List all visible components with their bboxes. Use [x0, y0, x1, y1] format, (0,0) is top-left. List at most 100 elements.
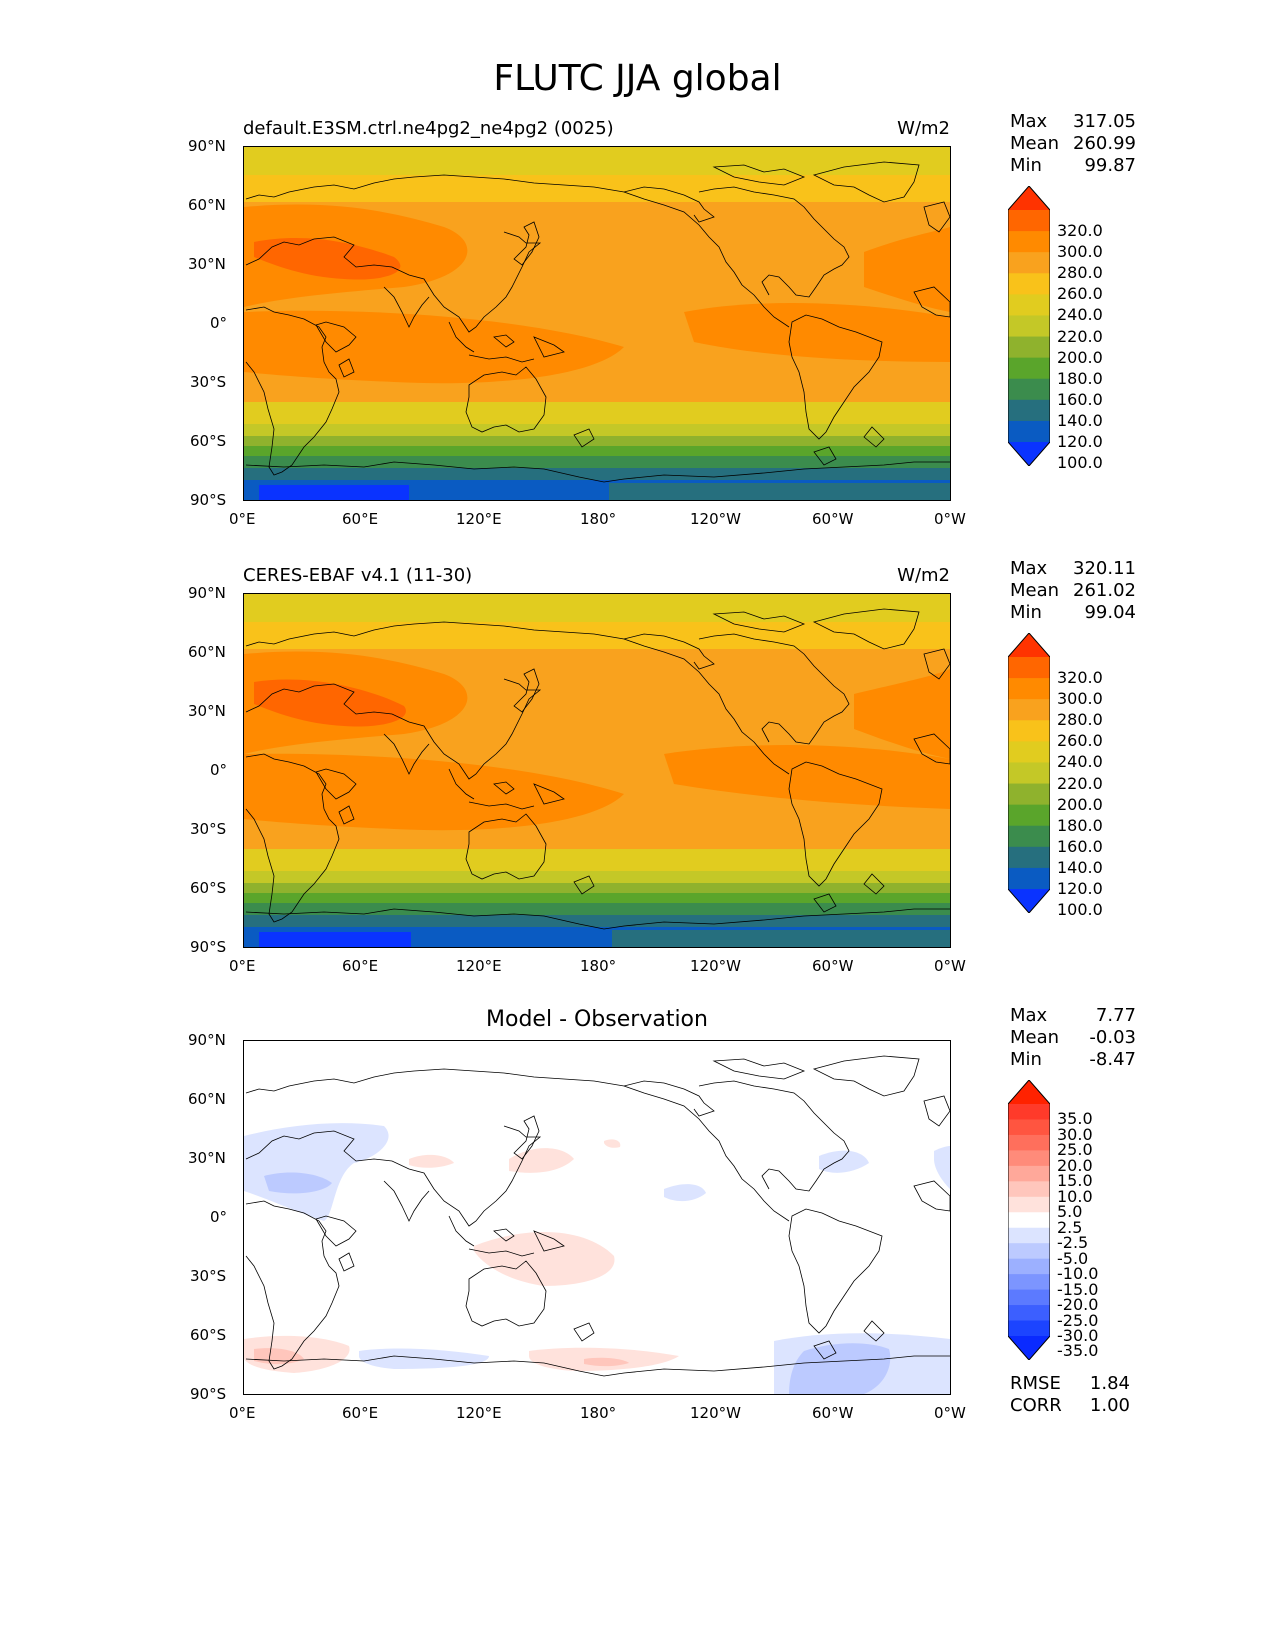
lon-label: 0°W: [934, 957, 966, 975]
lat-label: 30°N: [188, 1149, 226, 1167]
colorbar-tick-label: 100.0: [1057, 900, 1103, 920]
colorbar-band: [1008, 1227, 1050, 1244]
colorbar-band: [1008, 1119, 1050, 1136]
colorbar-tick-label: 140.0: [1057, 857, 1103, 877]
lon-label: 120°W: [690, 510, 741, 528]
colorbar-band: [1008, 804, 1050, 827]
colorbar-tick-label: -35.0: [1057, 1341, 1099, 1361]
lon-label: 0°E: [229, 957, 256, 975]
lon-label: 180°: [580, 510, 617, 528]
panel3-stats: Max 7.77 Mean -0.03 Min -8.47: [1010, 1005, 1136, 1071]
colorbar-band: [1008, 357, 1050, 380]
colorbar-band: [1008, 1134, 1050, 1151]
lat-label: 60°S: [190, 1326, 227, 1344]
stat-label: Min: [1010, 602, 1042, 623]
colorbar-tick-label: 300.0: [1057, 242, 1103, 262]
stat-label: Mean: [1010, 580, 1060, 601]
stat-value: 320.11: [1073, 558, 1136, 579]
colorbar-band: [1008, 1258, 1050, 1275]
panel3-title: Model - Observation: [486, 1007, 708, 1032]
colorbar-extend-min: [1008, 1336, 1050, 1360]
colorbar-tick-label: 180.0: [1057, 815, 1103, 835]
stat-value: 99.04: [1084, 602, 1136, 623]
panel2-units: W/m2: [897, 565, 950, 586]
colorbar-tick-label: 260.0: [1057, 284, 1103, 304]
lat-label: 0°: [210, 314, 228, 332]
colorbar-tick-label: 120.0: [1057, 879, 1103, 898]
colorbar-tick-label: 20.0: [1057, 1155, 1093, 1175]
lon-label: 120°W: [690, 1404, 741, 1422]
colorbar-tick-label: 220.0: [1057, 326, 1103, 346]
panel1-units: W/m2: [897, 118, 950, 139]
colorbar-tick-label: 120.0: [1057, 432, 1103, 451]
colorbar-band: [1008, 1212, 1050, 1229]
colorbar-extend-max: [1008, 633, 1050, 657]
stat-value: 260.99: [1073, 133, 1136, 154]
colorbar-tick-label: 200.0: [1057, 347, 1103, 367]
lon-label: 0°W: [934, 510, 966, 528]
colorbar-tick-label: -25.0: [1057, 1310, 1099, 1330]
lon-label: 60°W: [812, 510, 854, 528]
panel3-metrics: RMSE 1.84 CORR 1.00: [1010, 1373, 1130, 1417]
figure-title: FLUTC JJA global: [493, 58, 782, 99]
lat-label: 90°N: [188, 137, 226, 155]
lon-label: 180°: [580, 957, 617, 975]
panel2-title-left: CERES-EBAF v4.1 (11-30): [243, 565, 473, 586]
metric-label: CORR: [1010, 1395, 1062, 1416]
colorbar-band: [1008, 1196, 1050, 1213]
colorbar-extend-max: [1008, 1080, 1050, 1104]
colorbar-tick-label: 320.0: [1057, 668, 1103, 688]
lat-label: 60°S: [190, 879, 227, 897]
colorbar-band: [1008, 678, 1050, 700]
panel2-stats: Max 320.11 Mean 261.02 Min 99.04: [1010, 558, 1136, 624]
colorbar-tick-label: -20.0: [1057, 1295, 1099, 1315]
colorbar-band: [1008, 210, 1050, 232]
colorbar-tick-label: 2.5: [1057, 1217, 1083, 1237]
lat-label: 90°N: [188, 584, 226, 602]
colorbar-band: [1008, 1181, 1050, 1198]
panel3-map: [243, 1040, 951, 1395]
colorbar-tick-label: 300.0: [1057, 689, 1103, 709]
metric-value: 1.00: [1089, 1395, 1130, 1416]
lat-label: 90°S: [190, 938, 227, 956]
colorbar-band: [1008, 720, 1050, 742]
colorbar-tick-label: 100.0: [1057, 453, 1103, 473]
colorbar-tick-label: 320.0: [1057, 221, 1103, 241]
colorbar-tick-label: 220.0: [1057, 773, 1103, 793]
lat-label: 90°N: [188, 1031, 226, 1049]
stat-label: Max: [1010, 558, 1048, 579]
colorbar-band: [1008, 378, 1050, 401]
colorbar-band: [1008, 1274, 1050, 1291]
stat-value: 7.77: [1095, 1005, 1136, 1026]
colorbar-band: [1008, 1165, 1050, 1182]
colorbar-band: [1008, 231, 1050, 253]
lon-label: 60°E: [342, 510, 379, 528]
stat-value: -0.03: [1089, 1027, 1136, 1048]
colorbar-band: [1008, 699, 1050, 721]
lon-label: 180°: [580, 1404, 617, 1422]
colorbar-band: [1008, 762, 1050, 785]
lat-label: 60°N: [188, 1090, 226, 1108]
colorbar-tick-label: -15.0: [1057, 1279, 1099, 1299]
lat-label: 30°N: [188, 255, 226, 273]
lon-label: 0°E: [229, 1404, 256, 1422]
colorbar-tick-label: 15.0: [1057, 1171, 1093, 1191]
colorbar-tick-label: 30.0: [1057, 1124, 1093, 1144]
lat-label: 30°S: [190, 373, 227, 391]
colorbar-band: [1008, 741, 1050, 763]
lon-label: 60°E: [342, 957, 379, 975]
colorbar-tick-label: 25.0: [1057, 1140, 1093, 1160]
lat-label: 30°S: [190, 820, 227, 838]
colorbar-band: [1008, 1320, 1050, 1337]
panel3-colorbar: [1007, 1079, 1051, 1361]
lat-label: 60°N: [188, 196, 226, 214]
lon-label: 0°E: [229, 510, 256, 528]
lon-label: 60°E: [342, 1404, 379, 1422]
colorbar-tick-label: 5.0: [1057, 1202, 1083, 1222]
colorbar-tick-label: 35.0: [1057, 1109, 1093, 1129]
lon-label: 60°W: [812, 1404, 854, 1422]
colorbar-band: [1008, 657, 1050, 679]
stat-label: Min: [1010, 1049, 1042, 1070]
stat-label: Min: [1010, 155, 1042, 176]
stat-label: Max: [1010, 1005, 1048, 1026]
